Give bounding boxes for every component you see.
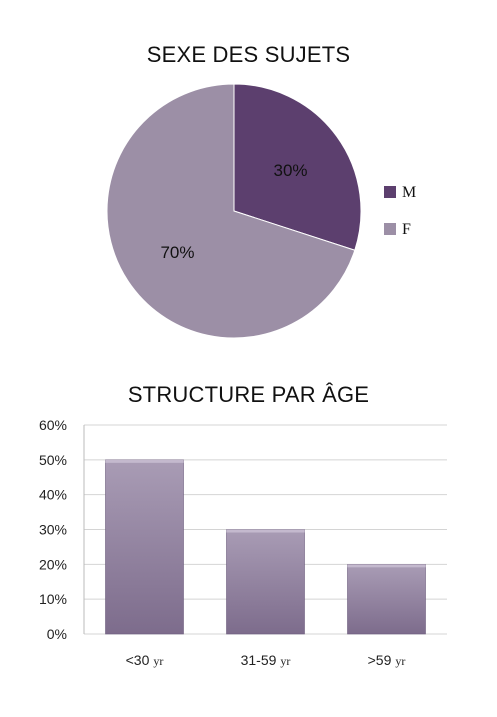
pie-chart-title: SEXE DES SUJETS (146, 42, 351, 67)
pie-slice-label-f: 70% (160, 243, 194, 262)
y-tick-label: 30% (39, 522, 67, 538)
legend-swatch-m (384, 186, 396, 198)
bar-2 (226, 529, 305, 635)
bar-top-highlight (105, 459, 184, 463)
bar-3 (347, 564, 426, 635)
legend-label-m: M (402, 184, 416, 201)
y-tick-label: 10% (39, 591, 67, 607)
pie-slice-label-m: 30% (273, 161, 307, 180)
x-tick-label-3: >59 yr (368, 652, 406, 668)
pie-slice-m (233, 83, 362, 251)
y-tick-label: 20% (39, 556, 67, 572)
bar-top-highlight (347, 564, 426, 568)
bar-chart: 0% 10% 20% 30% 40% 50% 60% <30 yr 31-59 yr >59 yr (39, 417, 447, 668)
pie-chart: 30% 70% (106, 83, 362, 339)
bar-top-highlight (226, 529, 305, 533)
x-tick-label-1: <30 yr (126, 652, 164, 668)
pie-legend: MF (384, 184, 416, 238)
bar-1 (105, 459, 184, 635)
bar-chart-title: STRUCTURE PAR ÂGE (127, 382, 370, 407)
legend-label-f: F (402, 221, 411, 238)
y-tick-label: 50% (39, 452, 67, 468)
legend-swatch-f (384, 223, 396, 235)
y-tick-label: 60% (39, 417, 67, 433)
y-tick-label: 0% (47, 626, 67, 642)
x-tick-label-2: 31-59 yr (241, 652, 291, 668)
pie-slice-f (106, 83, 356, 339)
y-tick-label: 40% (39, 487, 67, 503)
